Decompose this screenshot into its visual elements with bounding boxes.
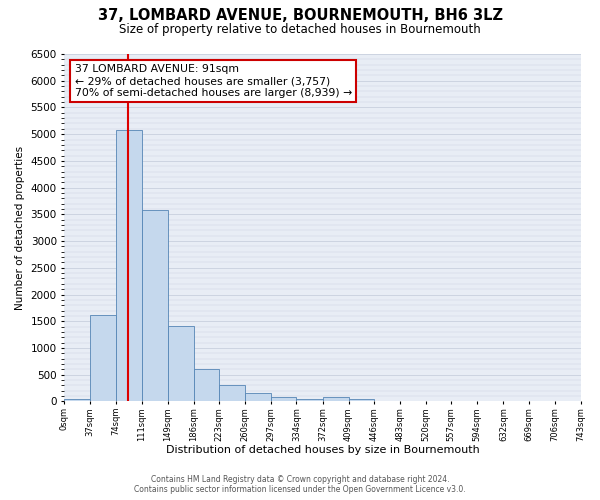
X-axis label: Distribution of detached houses by size in Bournemouth: Distribution of detached houses by size … [166, 445, 479, 455]
Bar [271, 396, 296, 402]
Bar [142, 210, 168, 402]
Bar [116, 130, 142, 402]
Bar [64, 398, 90, 402]
Bar [220, 386, 245, 402]
Text: Contains HM Land Registry data © Crown copyright and database right 2024.
Contai: Contains HM Land Registry data © Crown c… [134, 474, 466, 494]
Text: Size of property relative to detached houses in Bournemouth: Size of property relative to detached ho… [119, 22, 481, 36]
Bar [168, 326, 194, 402]
Text: 37 LOMBARD AVENUE: 91sqm
← 29% of detached houses are smaller (3,757)
70% of sem: 37 LOMBARD AVENUE: 91sqm ← 29% of detach… [75, 64, 352, 98]
Bar [245, 394, 271, 402]
Bar [90, 315, 116, 402]
Bar [296, 398, 323, 402]
Bar [323, 397, 349, 402]
Y-axis label: Number of detached properties: Number of detached properties [15, 146, 25, 310]
Bar [194, 369, 220, 402]
Bar [349, 398, 374, 402]
Text: 37, LOMBARD AVENUE, BOURNEMOUTH, BH6 3LZ: 37, LOMBARD AVENUE, BOURNEMOUTH, BH6 3LZ [97, 8, 503, 22]
